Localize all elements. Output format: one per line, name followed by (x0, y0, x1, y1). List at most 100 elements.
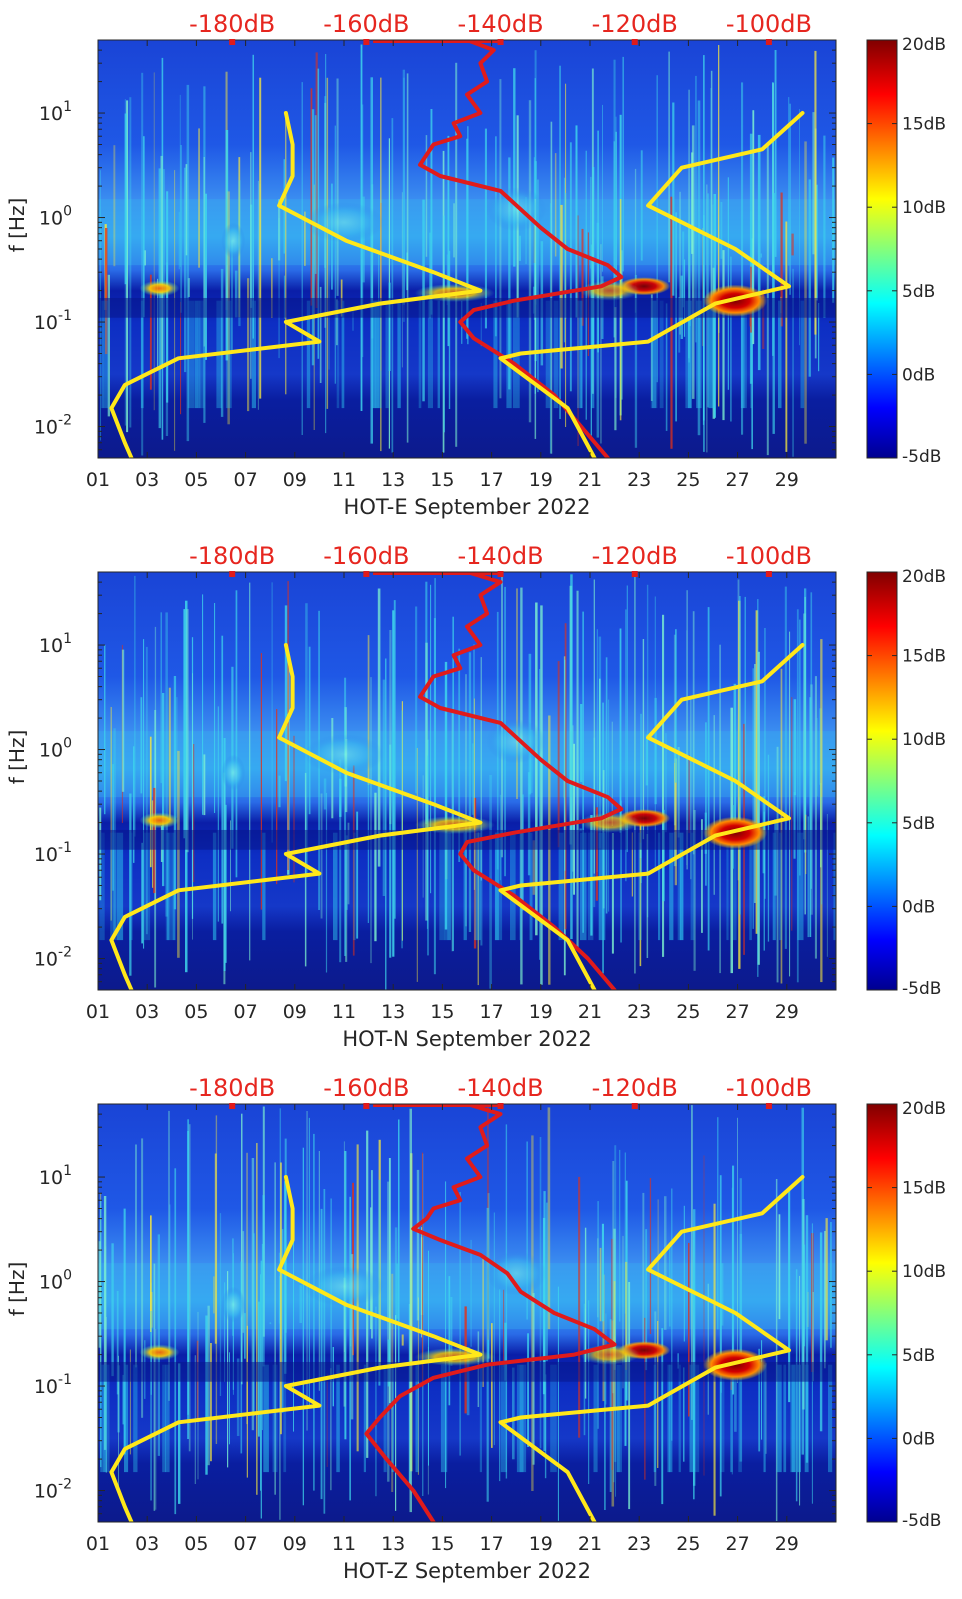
top-axis-tick (497, 571, 504, 577)
x-tick-label: 17 (480, 469, 504, 491)
microseism-band (98, 1263, 836, 1330)
quiet-band (98, 297, 836, 318)
x-tick-label: 07 (234, 469, 258, 491)
x-tick-label: 07 (234, 1001, 258, 1023)
panel-hot-z: -180dB -160dB -140dB -120dB -100dB 01 03 05 07 09… (5, 1074, 946, 1583)
x-tick-label: 19 (529, 1001, 553, 1023)
x-tick-label: 13 (381, 1001, 405, 1023)
x-tick-label: 21 (578, 469, 602, 491)
top-axis-label: -140dB (457, 10, 543, 38)
x-tick-label: 23 (627, 1533, 651, 1555)
y-tick-label: 100 (39, 736, 72, 762)
x-tick-label: 05 (184, 1533, 208, 1555)
x-tick-label: 15 (430, 1533, 454, 1555)
y-tick-label: 10-2 (34, 1477, 72, 1503)
yellow-low-noise-curve (109, 643, 483, 990)
panel-hot-e: -180dB -160dB -140dB -120dB -100dB 01 03 05 07 09… (5, 10, 946, 519)
y-tick-label: 101 (39, 1163, 72, 1189)
y-axis-label: f [Hz] (5, 198, 29, 253)
colorbar-gradient (866, 571, 898, 991)
top-axis-label: -160dB (323, 542, 409, 570)
x-tick-label: 11 (332, 1001, 356, 1023)
top-axis-label: -160dB (323, 10, 409, 38)
top-axis-label: -180dB (189, 10, 275, 38)
y-tick-label: 10-1 (34, 840, 72, 866)
top-axis-tick (363, 39, 370, 45)
x-tick-label: 13 (381, 1533, 405, 1555)
colorbar-label: 20dB (902, 567, 946, 587)
red-psd-curve (418, 572, 624, 990)
top-axis-label: -120dB (592, 10, 678, 38)
x-tick-label: 11 (332, 1533, 356, 1555)
y-tick-label: 10-2 (34, 945, 72, 971)
colorbar-label: 10dB (902, 1262, 946, 1282)
yellow-high-noise-curve (498, 111, 805, 458)
colorbar-label: 5dB (902, 1346, 935, 1366)
spectrogram-background (98, 1104, 836, 1522)
colorbar-label: 5dB (902, 282, 935, 302)
top-axis-tick (631, 39, 638, 45)
colorbar-label: -5dB (902, 979, 941, 999)
x-tick-label: 05 (184, 469, 208, 491)
colorbar: 20dB 15dB 10dB 5dB 0dB -5dB (866, 1099, 946, 1531)
x-axis-label: HOT-E September 2022 (344, 495, 591, 519)
colorbar-label: 20dB (902, 1099, 946, 1119)
quiet-band (98, 1361, 836, 1382)
top-axis-label: -140dB (457, 542, 543, 570)
yellow-low-noise-curve (109, 1175, 483, 1522)
spectrogram-area (98, 1104, 836, 1522)
x-tick-label: 19 (529, 469, 553, 491)
top-axis-tick (765, 39, 772, 45)
x-tick-label: 03 (135, 1533, 159, 1555)
x-tick-label: 03 (135, 469, 159, 491)
yellow-high-noise-curve (498, 1175, 805, 1522)
top-axis-tick (631, 1103, 638, 1109)
y-tick-label: 10-2 (34, 413, 72, 439)
x-tick-label: 23 (627, 469, 651, 491)
x-tick-label: 23 (627, 1001, 651, 1023)
spectrogram-area (98, 572, 836, 990)
y-tick-label: 101 (39, 99, 72, 125)
red-psd-curve (364, 1104, 617, 1522)
x-tick-label: 17 (480, 1001, 504, 1023)
colorbar-gradient (866, 1103, 898, 1523)
microseism-band (98, 731, 836, 798)
x-tick-label: 05 (184, 1001, 208, 1023)
top-axis-label: -100dB (726, 10, 812, 38)
spectrogram-area (98, 40, 836, 458)
x-tick-label: 01 (86, 1001, 110, 1023)
top-axis-tick (363, 1103, 370, 1109)
spectrogram-background (98, 572, 836, 990)
top-axis-tick (631, 571, 638, 577)
y-axis-label: f [Hz] (5, 730, 29, 785)
x-tick-label: 01 (86, 469, 110, 491)
top-axis-label: -140dB (457, 1074, 543, 1102)
y-axis-label: f [Hz] (5, 1262, 29, 1317)
x-tick-label: 07 (234, 1533, 258, 1555)
top-axis-tick (765, 571, 772, 577)
x-axis-label: HOT-N September 2022 (342, 1027, 591, 1051)
x-tick-label: 21 (578, 1001, 602, 1023)
colorbar-gradient (866, 39, 898, 459)
y-tick-label: 100 (39, 1268, 72, 1294)
y-tick-label: 101 (39, 631, 72, 657)
x-axis-label: HOT-Z September 2022 (343, 1559, 591, 1583)
top-axis-tick (497, 39, 504, 45)
x-tick-label: 01 (86, 1533, 110, 1555)
colorbar: 20dB 15dB 10dB 5dB 0dB -5dB (866, 35, 946, 467)
x-tick-label: 27 (726, 469, 750, 491)
colorbar-label: 15dB (902, 115, 946, 135)
x-tick-label: 15 (430, 469, 454, 491)
y-tick-label: 10-1 (34, 308, 72, 334)
colorbar-label: 5dB (902, 814, 935, 834)
colorbar-label: -5dB (902, 1511, 941, 1531)
colorbar-label: 20dB (902, 35, 946, 55)
top-axis-tick (765, 1103, 772, 1109)
x-tick-label: 25 (676, 1001, 700, 1023)
y-tick-label: 10-1 (34, 1372, 72, 1398)
colorbar-label: 15dB (902, 647, 946, 667)
top-axis-label: -100dB (726, 542, 812, 570)
yellow-low-noise-curve (109, 111, 483, 458)
x-tick-label: 25 (676, 1533, 700, 1555)
